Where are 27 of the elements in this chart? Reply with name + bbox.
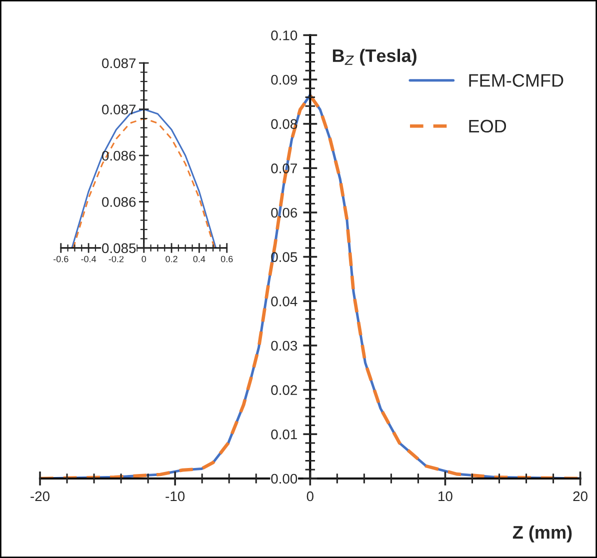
y-tick-label: 0.087	[102, 104, 136, 114]
x-tick-label: -10	[166, 491, 185, 502]
y-tick-label: 0.04	[271, 296, 298, 306]
x-tick-label: 20	[573, 491, 588, 502]
x-tick-label: -0.4	[81, 256, 96, 262]
x-tick-label: -0.6	[54, 256, 68, 262]
y-tick-label: 0.03	[271, 340, 298, 351]
y-tick-label: 0.00	[271, 474, 298, 484]
x-axis-title: Z (mm)	[512, 525, 572, 542]
x-tick-label: 0.2	[166, 256, 178, 262]
y-tick-label: 0.086	[102, 197, 136, 207]
y-tick-label: 0.10	[271, 30, 298, 40]
y-tick-label: 0.02	[271, 385, 297, 395]
x-tick-label: 10	[438, 491, 452, 502]
x-tick-label: 0	[306, 491, 314, 502]
y-tick-label: 0.01	[271, 429, 297, 440]
y-tick-label: 0.085	[102, 243, 136, 254]
y-tick-label: 0.09	[271, 74, 297, 85]
x-tick-label: 0.4	[193, 256, 206, 262]
x-tick-label: 0	[142, 256, 146, 262]
x-tick-label: 0.6	[220, 256, 233, 262]
legend-label: FEM-CMFD	[469, 74, 564, 87]
y-tick-label: 0.087	[102, 58, 136, 68]
x-tick-label: -0.2	[108, 256, 124, 262]
legend-label: EOD	[469, 120, 506, 133]
y-axis-title: B$_{Z}$ (Tesla)	[332, 48, 416, 66]
x-tick-label: -20	[30, 491, 50, 502]
